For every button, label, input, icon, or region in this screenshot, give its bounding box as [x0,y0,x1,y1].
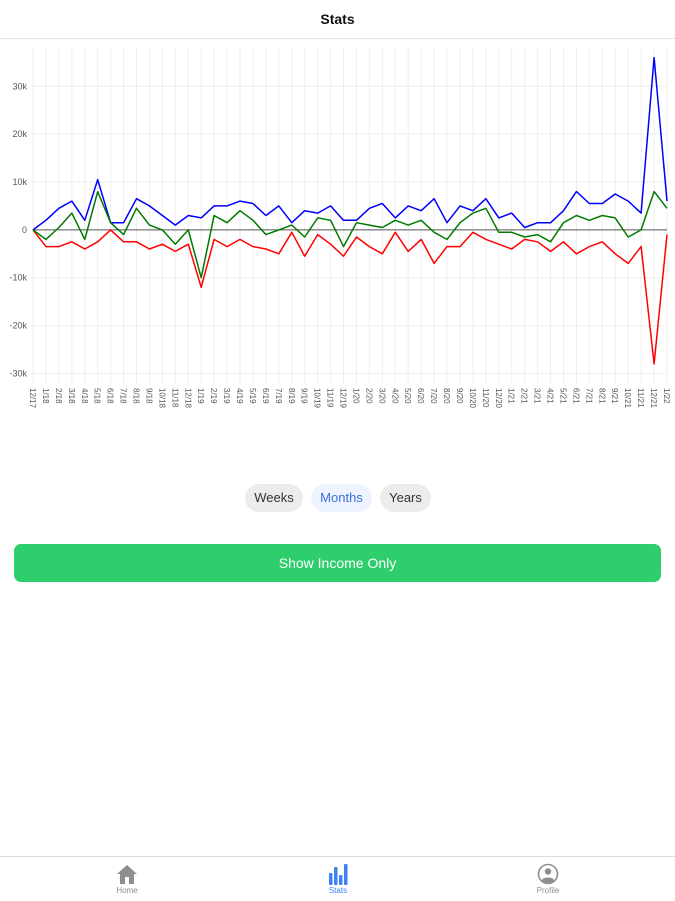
x-tick-label: 11/21 [636,388,645,408]
x-tick-label: 9/19 [300,388,309,404]
x-tick-label: 3/21 [533,388,542,404]
tab-bar: Home Stats Profile [0,856,675,901]
x-tick-label: 11/20 [481,388,490,408]
y-tick-label: 0 [22,225,27,235]
x-tick-label: 3/19 [222,388,231,404]
x-tick-label: 9/20 [455,388,464,404]
tab-home[interactable]: Home [87,857,167,901]
x-tick-label: 6/21 [571,388,580,404]
x-tick-label: 1/19 [196,388,205,404]
y-tick-label: -30k [9,368,27,378]
x-tick-label: 4/19 [235,388,244,404]
x-tick-label: 12/19 [339,388,348,409]
x-tick-label: 10/21 [623,388,632,409]
bar-chart-icon [329,864,348,885]
period-segmented-control: Weeks Months Years [0,484,675,512]
x-tick-label: 12/17 [28,388,37,409]
x-tick-label: 10/18 [157,388,166,409]
x-tick-label: 5/21 [558,388,567,404]
page-title: Stats [320,11,355,27]
x-tick-label: 1/22 [662,388,671,404]
x-tick-label: 7/18 [119,388,128,404]
x-tick-label: 12/18 [183,388,192,409]
tab-home-label: Home [116,886,138,895]
expense-series-line [32,229,668,365]
x-tick-label: 6/19 [261,388,270,404]
years-button[interactable]: Years [380,484,431,512]
x-tick-label: 2/20 [364,388,373,404]
tab-stats[interactable]: Stats [298,857,378,901]
x-tick-label: 5/19 [248,388,257,404]
weeks-button[interactable]: Weeks [245,484,303,512]
stats-line-chart: 30k 20k 10k 0 -10k -20k -30k 12/17 1/18 2/18 3/18… [9,48,671,409]
x-tick-label: 8/19 [287,388,296,404]
x-tick-label: 1/20 [351,388,360,404]
x-tick-label: 9/18 [144,388,153,404]
y-tick-label: 20k [12,129,27,139]
x-tick-label: 8/18 [132,388,141,404]
x-tick-label: 2/18 [54,388,63,404]
x-tick-label: 12/21 [649,388,658,409]
x-tick-label: 5/18 [93,388,102,404]
y-tick-label: 10k [12,177,27,187]
show-income-only-button[interactable]: Show Income Only [14,544,661,582]
x-tick-label: 2/19 [209,388,218,404]
x-tick-label: 9/21 [610,388,619,404]
y-tick-label: 30k [12,81,27,91]
x-tick-label: 5/20 [403,388,412,404]
x-tick-label: 8/21 [597,388,606,404]
y-tick-label: -10k [9,273,27,283]
months-button[interactable]: Months [311,484,372,512]
tab-stats-label: Stats [328,886,348,895]
x-tick-label: 12/20 [494,388,503,409]
net-series-line [32,190,668,279]
x-tick-label: 8/20 [442,388,451,404]
x-tick-label: 11/19 [326,388,335,408]
x-tick-label: 11/18 [170,388,179,408]
income-series-line [32,56,668,231]
x-tick-label: 7/21 [584,388,593,404]
x-tick-label: 7/20 [429,388,438,404]
x-tick-label: 1/21 [507,388,516,404]
y-tick-label: -20k [9,321,27,331]
x-tick-label: 4/18 [80,388,89,404]
x-tick-label: 2/21 [520,388,529,404]
x-tick-label: 10/20 [468,388,477,409]
x-tick-label: 10/19 [313,388,322,409]
tab-profile-label: Profile [536,886,560,895]
profile-icon [537,863,559,885]
x-tick-label: 6/18 [106,388,115,404]
x-tick-label: 3/20 [377,388,386,404]
tab-profile[interactable]: Profile [508,857,588,901]
x-tick-label: 4/21 [546,388,555,404]
x-tick-label: 4/20 [390,388,399,404]
nav-header: Stats [0,0,675,39]
x-tick-label: 1/18 [41,388,50,404]
x-tick-label: 3/18 [67,388,76,404]
x-tick-label: 7/19 [274,388,283,404]
x-tick-label: 6/20 [416,388,425,404]
home-icon [117,865,137,884]
